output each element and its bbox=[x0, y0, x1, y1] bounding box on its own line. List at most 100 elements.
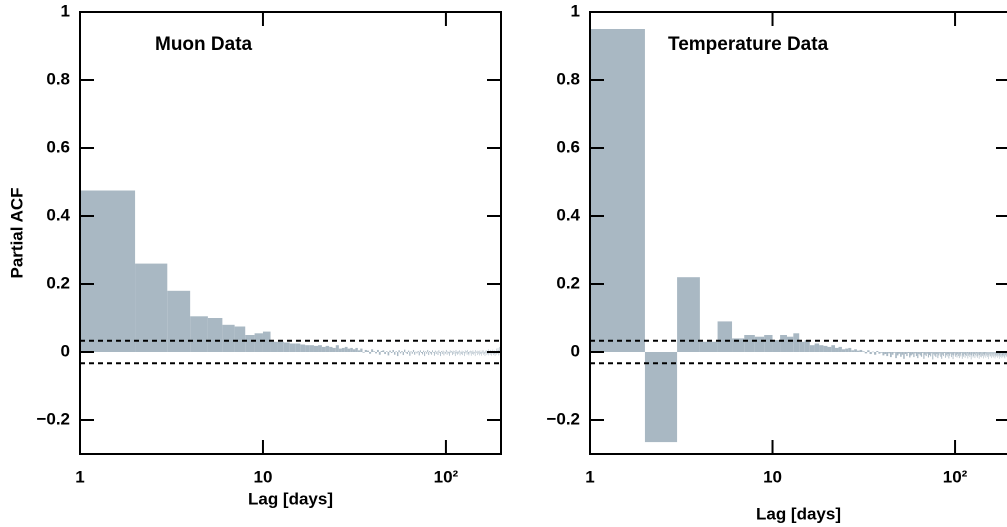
bar bbox=[318, 345, 322, 352]
plot-frame bbox=[79, 11, 502, 455]
bar bbox=[277, 341, 284, 352]
bar bbox=[475, 352, 477, 354]
bar bbox=[954, 352, 956, 354]
bar bbox=[977, 352, 978, 358]
bar bbox=[995, 352, 997, 357]
bar bbox=[402, 352, 404, 356]
bar bbox=[375, 352, 377, 354]
bar bbox=[305, 345, 310, 352]
bar bbox=[975, 352, 976, 356]
bar bbox=[496, 352, 498, 355]
bar bbox=[428, 352, 430, 356]
x-tick-label: 10² bbox=[943, 467, 968, 486]
y-tick-label: −0.2 bbox=[546, 409, 580, 428]
bar bbox=[961, 352, 963, 359]
bar bbox=[827, 346, 832, 352]
bar bbox=[482, 352, 483, 354]
bar bbox=[979, 352, 981, 356]
bar bbox=[955, 352, 956, 357]
bar bbox=[854, 349, 857, 352]
bar bbox=[924, 352, 926, 355]
bar bbox=[911, 352, 914, 355]
x-tick-label: 1 bbox=[585, 467, 594, 486]
bar bbox=[449, 350, 451, 352]
bar bbox=[754, 336, 765, 352]
bar bbox=[473, 352, 474, 355]
bar bbox=[135, 263, 168, 352]
bar bbox=[425, 351, 427, 352]
bar bbox=[907, 352, 910, 354]
bar bbox=[1005, 352, 1007, 357]
bar bbox=[441, 350, 442, 352]
bar bbox=[989, 352, 991, 357]
bar bbox=[949, 352, 951, 356]
y-tick-label: 1 bbox=[61, 1, 70, 20]
bar bbox=[962, 352, 964, 356]
bar bbox=[937, 352, 939, 359]
bar bbox=[953, 352, 955, 356]
bar bbox=[985, 352, 987, 358]
bar bbox=[476, 351, 478, 352]
chart-title: Muon Data bbox=[155, 34, 253, 55]
bar bbox=[939, 352, 941, 354]
bar bbox=[300, 344, 306, 352]
bar bbox=[335, 345, 339, 352]
bar bbox=[489, 352, 491, 355]
bar bbox=[946, 352, 948, 357]
bar bbox=[412, 349, 415, 352]
bar bbox=[972, 352, 974, 358]
bar bbox=[486, 350, 487, 352]
bar bbox=[909, 352, 911, 358]
bar bbox=[332, 347, 336, 352]
bar bbox=[472, 352, 473, 355]
bar bbox=[283, 342, 290, 352]
bar bbox=[981, 352, 983, 356]
bar bbox=[966, 352, 968, 354]
bar bbox=[848, 347, 852, 352]
bar bbox=[478, 352, 479, 354]
bar bbox=[439, 352, 441, 354]
bar bbox=[390, 352, 393, 354]
bar bbox=[963, 352, 965, 357]
bar bbox=[410, 351, 412, 352]
bar bbox=[968, 352, 969, 356]
bar bbox=[889, 352, 892, 358]
bar bbox=[917, 352, 919, 359]
bar bbox=[357, 350, 361, 352]
y-tick-label: 0.4 bbox=[46, 205, 70, 224]
bar bbox=[948, 352, 950, 359]
bar bbox=[1003, 352, 1004, 357]
bar bbox=[918, 352, 920, 355]
bar bbox=[360, 348, 363, 352]
bar bbox=[355, 347, 358, 352]
bar bbox=[940, 352, 942, 357]
bar bbox=[494, 352, 496, 357]
bar bbox=[369, 352, 372, 354]
bar bbox=[295, 343, 301, 352]
bar bbox=[891, 352, 894, 355]
bar bbox=[991, 352, 993, 355]
bar bbox=[981, 352, 982, 358]
bar bbox=[998, 352, 999, 357]
bar bbox=[466, 352, 468, 355]
bar bbox=[1005, 352, 1006, 356]
bar bbox=[329, 346, 333, 352]
x-tick-label: 10 bbox=[254, 467, 273, 486]
bar bbox=[969, 352, 971, 358]
bar bbox=[998, 352, 1000, 359]
bar bbox=[997, 352, 998, 358]
bar bbox=[432, 350, 434, 352]
bar bbox=[932, 352, 934, 360]
bar bbox=[959, 352, 961, 355]
bar bbox=[452, 350, 454, 352]
bar bbox=[454, 351, 455, 352]
bar bbox=[838, 346, 842, 352]
bar bbox=[966, 352, 967, 357]
y-tick-label: 1 bbox=[571, 1, 580, 20]
bar bbox=[929, 352, 931, 356]
bar bbox=[474, 352, 476, 357]
bar bbox=[974, 352, 976, 359]
bar bbox=[944, 352, 945, 354]
bar bbox=[900, 352, 902, 357]
bar bbox=[943, 352, 945, 357]
